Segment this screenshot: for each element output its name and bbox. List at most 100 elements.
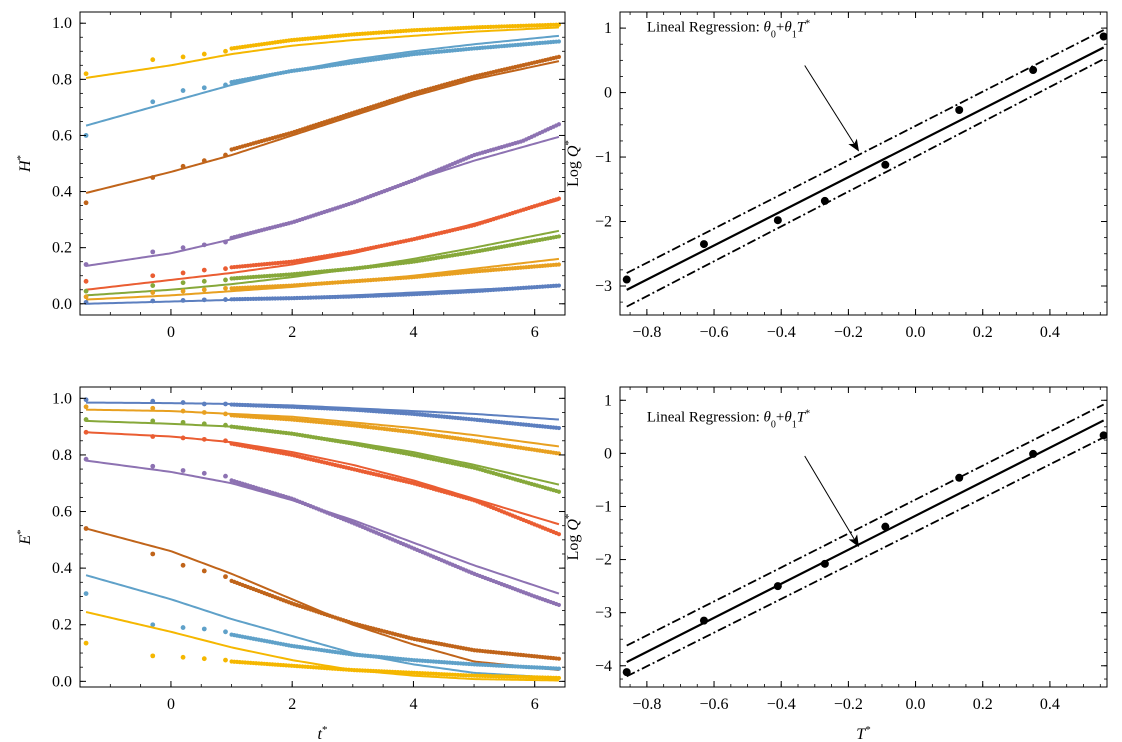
x-tick-label: 0.0 [906,696,926,713]
y-axis-variable: E [17,535,34,546]
observation-point [223,422,228,428]
regression-annotation: Lineal Regression: θ0+θ1T* [647,18,810,40]
observation-point [150,175,156,180]
observation-point [180,163,186,169]
observation-point [201,278,207,284]
observation-point [223,297,228,302]
data-point [699,240,708,249]
observation-point [150,398,156,404]
x-axis-variable: t [318,726,323,742]
series-blue [83,397,562,431]
observation-point [180,468,186,473]
observation-point [201,158,207,164]
observation-point [150,249,156,255]
y-tick-label: 0.2 [52,240,72,257]
observation-point [201,656,207,662]
annotation-superscript: * [805,408,810,419]
observation-point [223,411,228,417]
observation-point [150,434,156,439]
x-tick-label: 0.2 [973,324,993,341]
annotation-label: Lineal Regression: [647,410,764,426]
series-brown [83,526,562,672]
y-axis-title-prefix: Log [565,531,582,561]
plot-area [622,403,1107,678]
dense-observation-point [556,39,562,44]
y-tick-label: 0.6 [52,504,72,521]
observation-point [83,640,89,646]
series-green [83,417,562,494]
x-tick-label: 6 [531,324,539,341]
data-point [820,196,829,205]
plot-area [622,29,1107,308]
regression-annotation: Lineal Regression: θ0+θ1T* [647,408,810,430]
x-tick-label: 0.0 [906,324,926,341]
observation-point [180,435,186,441]
data-point [699,616,708,625]
x-tick-label: 2 [288,324,296,341]
data-point [881,160,890,169]
y-axis-variable: Q [565,145,582,157]
observation-point [83,288,89,294]
confidence-band-lower [626,58,1105,308]
annotation-theta0: θ [764,410,772,426]
series-red [83,196,562,291]
observation-point [223,82,228,88]
observation-point [223,266,228,272]
observation-point [180,654,186,660]
x-tick-label: −0.8 [632,324,661,341]
y-tick-label: 0.4 [52,184,72,201]
x-tick-label: −0.6 [700,324,729,341]
x-tick-label: 0 [167,324,175,341]
y-tick-label: 1 [604,392,612,409]
y-tick-label: −3 [595,605,612,622]
log-q-vs-temperature-plot-bottom: Lineal Regression: θ0+θ1T*−0.8 −0.6 −0.4 −0… [563,386,1108,742]
plot-area [83,397,562,682]
data-point [1099,431,1107,440]
observation-point [150,405,156,411]
data-point [622,275,631,284]
observation-point [201,267,207,273]
annotation-variable: T [797,410,807,426]
annotation-superscript: * [805,18,810,29]
fit-curve [85,611,559,682]
annotation-theta0: θ [764,19,772,35]
observation-point [201,297,207,303]
dense-observation-point [556,675,562,681]
data-point [955,473,964,482]
plot-frame [619,386,1108,688]
dense-observation-point [556,283,562,288]
dense-observation-point [556,122,562,127]
log-q-vs-temperature-plot-top: Lineal Regression: θ0+θ1T*−0.8 −0.6 −0.4 −0… [563,11,1108,341]
observation-point [150,273,156,279]
dense-observation-point [556,425,562,431]
data-point [955,105,964,114]
series-brown [83,54,562,206]
dense-observation-point [556,489,562,494]
x-axis-superscript: * [322,724,328,736]
fit-curve [85,135,560,267]
series-light_blue [83,574,562,679]
observation-point [150,463,156,469]
observation-point [83,133,89,138]
observation-point [223,152,228,158]
observation-point [150,653,156,659]
y-tick-label: 0.0 [52,673,72,690]
observation-point [201,51,207,57]
series-purple [83,122,562,267]
y-tick-label: 1 [604,20,612,37]
observation-point [201,410,207,415]
annotation-subscript-1: 1 [792,29,797,40]
dense-observation-point [556,54,562,59]
y-axis-superscript: * [15,529,27,535]
annotation-label: Lineal Regression: [647,19,764,35]
dense-observation-point [556,196,562,201]
y-axis-title: E* [15,529,34,545]
x-tick-label: −0.6 [700,696,729,713]
data-point [881,522,890,531]
x-tick-label: 2 [288,696,296,713]
annotation-theta1: θ [784,410,792,426]
observation-point [83,71,89,77]
observation-point [180,288,186,294]
h-star-vs-t-star-plot: 0 2 4 6 0.0 0.2 0.4 0.6 0.8 1.0 H* [15,11,566,341]
data-point [773,216,782,225]
